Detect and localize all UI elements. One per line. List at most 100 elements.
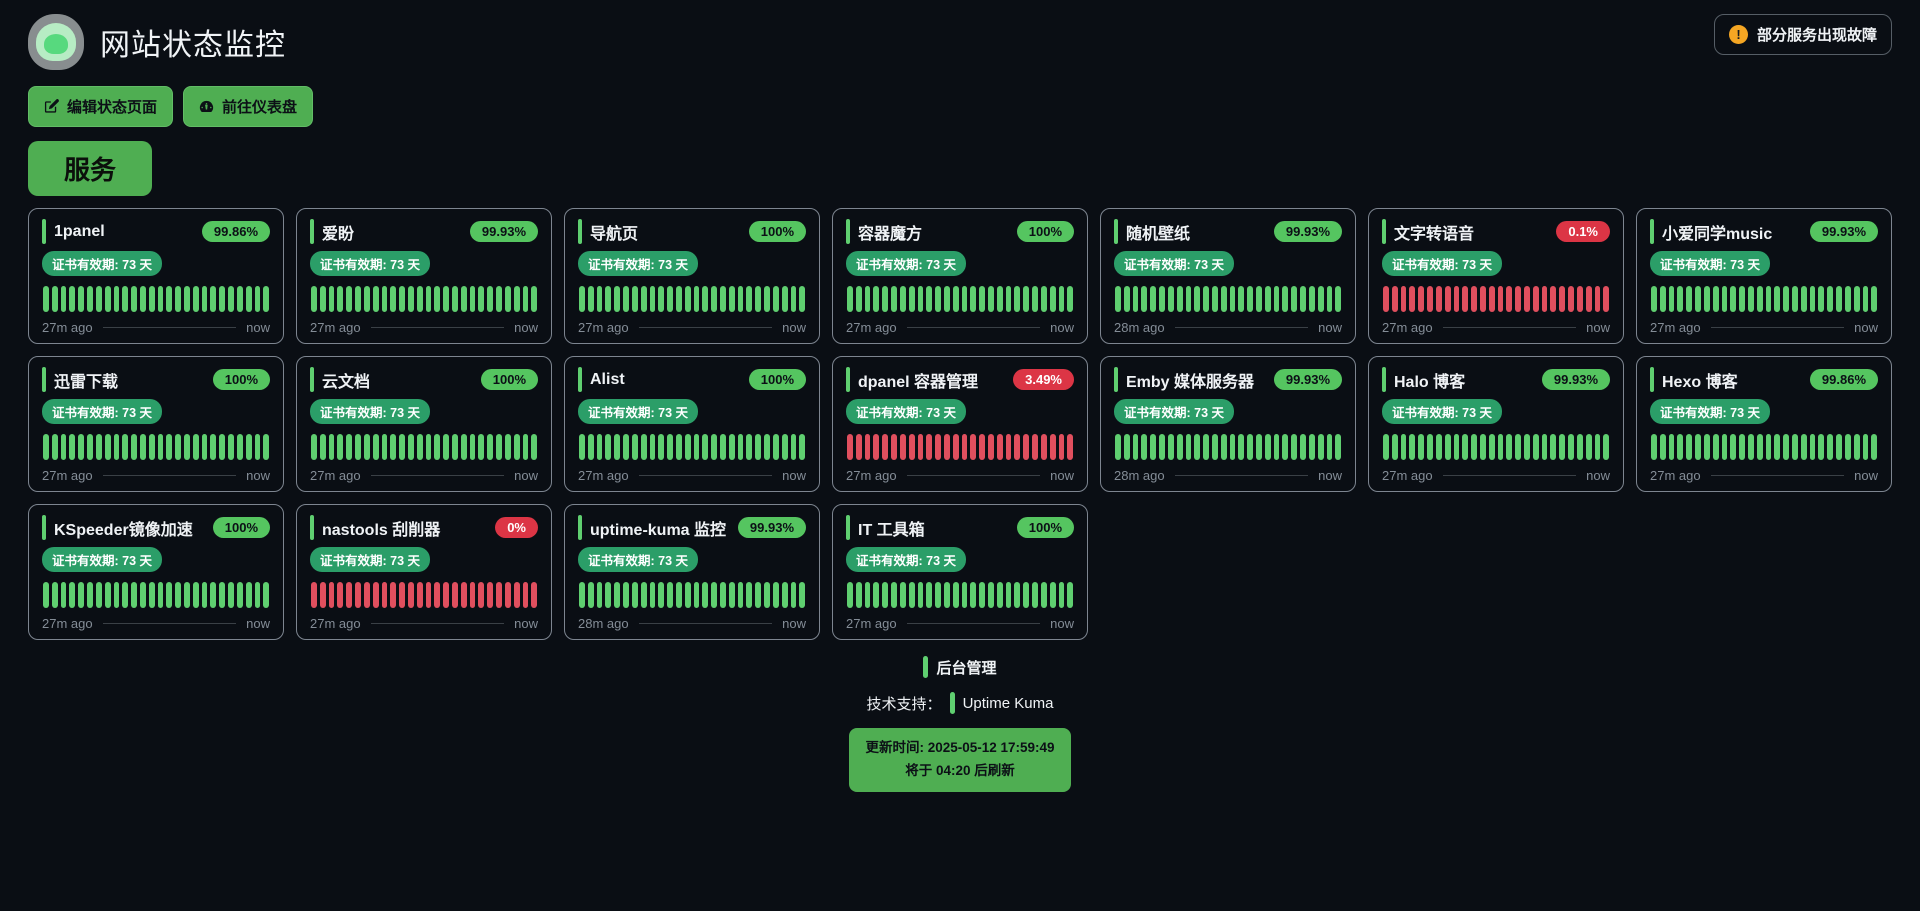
service-name: Hexo 博客 xyxy=(1662,373,1738,391)
powered-by: 技术支持： Uptime Kuma xyxy=(867,692,1054,714)
time-now-label: now xyxy=(1050,468,1074,483)
service-status-bar-icon xyxy=(42,219,46,244)
footer-divider xyxy=(638,623,773,624)
warning-icon: ! xyxy=(1728,25,1748,44)
service-status-bar-icon xyxy=(1114,219,1118,244)
uptime-badge: 99.93% xyxy=(1273,221,1342,242)
heartbeat-bar[interactable] xyxy=(311,434,538,460)
service-card: 迅雷下载 100% 证书有效期: 73 天 27m ago now xyxy=(28,356,284,492)
heartbeat-bar[interactable] xyxy=(311,286,538,312)
heartbeat-bar[interactable] xyxy=(579,286,806,312)
time-now-label: now xyxy=(514,320,538,335)
admin-backend-link[interactable]: 后台管理 xyxy=(923,656,997,678)
services-grid: 1panel 99.86% 证书有效期: 73 天 27m ago now 爱盼… xyxy=(28,208,1892,640)
time-ago-label: 27m ago xyxy=(578,320,629,335)
cert-expiry-badge: 证书有效期: 73 天 xyxy=(578,251,699,276)
time-now-label: now xyxy=(1050,616,1074,631)
service-status-bar-icon xyxy=(310,367,314,392)
service-name: dpanel 容器管理 xyxy=(858,373,979,391)
service-status-bar-icon xyxy=(1382,367,1386,392)
cert-expiry-badge: 证书有效期: 73 天 xyxy=(1114,251,1235,276)
edit-status-page-button[interactable]: 编辑状态页面 xyxy=(28,86,174,127)
brand: 网站状态监控 xyxy=(28,14,286,70)
service-card: Halo 博客 99.93% 证书有效期: 73 天 27m ago now xyxy=(1368,356,1624,492)
uptime-badge: 0.1% xyxy=(1556,221,1610,242)
service-card: 爱盼 99.93% 证书有效期: 73 天 27m ago now xyxy=(296,208,552,344)
time-ago-label: 27m ago xyxy=(1650,468,1701,483)
uptime-badge: 99.86% xyxy=(1809,369,1878,390)
go-to-dashboard-button[interactable]: 前往仪表盘 xyxy=(183,86,314,127)
heartbeat-bar[interactable] xyxy=(311,582,538,608)
cert-expiry-badge: 证书有效期: 73 天 xyxy=(1114,399,1235,424)
service-status-bar-icon xyxy=(42,367,46,392)
service-name: KSpeeder镜像加速 xyxy=(54,521,193,539)
time-ago-label: 27m ago xyxy=(1382,320,1433,335)
service-status-bar-icon xyxy=(1382,219,1386,244)
heartbeat-bar[interactable] xyxy=(847,582,1074,608)
service-name: Halo 博客 xyxy=(1394,373,1466,391)
uptime-badge: 100% xyxy=(212,369,270,390)
service-name: IT 工具箱 xyxy=(858,521,925,539)
heartbeat-bar[interactable] xyxy=(1115,286,1342,312)
heartbeat-bar[interactable] xyxy=(579,434,806,460)
cert-expiry-badge: 证书有效期: 73 天 xyxy=(310,399,431,424)
uptime-kuma-link[interactable]: Uptime Kuma xyxy=(962,694,1054,712)
time-now-label: now xyxy=(1854,468,1878,483)
refresh-info-box: 更新时间: 2025-05-12 17:59:49 将于 04:20 后刷新 xyxy=(849,728,1071,792)
service-name: 1panel xyxy=(54,222,105,240)
refresh-updated-time: 更新时间: 2025-05-12 17:59:49 xyxy=(865,740,1055,755)
overall-status-text: 部分服务出现故障 xyxy=(1756,27,1877,44)
time-ago-label: 27m ago xyxy=(1650,320,1701,335)
service-status-bar-icon xyxy=(846,515,850,540)
footer-divider xyxy=(102,475,237,476)
cert-expiry-badge: 证书有效期: 73 天 xyxy=(42,399,163,424)
uptime-badge: 99.93% xyxy=(469,221,538,242)
footer-divider xyxy=(1442,475,1577,476)
uptime-badge: 99.93% xyxy=(737,517,806,538)
service-card: 文字转语音 0.1% 证书有效期: 73 天 27m ago now xyxy=(1368,208,1624,344)
heartbeat-bar[interactable] xyxy=(43,434,270,460)
heartbeat-bar[interactable] xyxy=(847,286,1074,312)
service-card: Hexo 博客 99.86% 证书有效期: 73 天 27m ago now xyxy=(1636,356,1892,492)
group-title-services: 服务 xyxy=(28,141,153,196)
footer-divider xyxy=(102,623,237,624)
heartbeat-bar[interactable] xyxy=(579,582,806,608)
service-card: 导航页 100% 证书有效期: 73 天 27m ago now xyxy=(564,208,820,344)
uptime-kuma-logo-icon xyxy=(28,14,84,70)
time-now-label: now xyxy=(1586,468,1610,483)
footer-divider xyxy=(906,623,1041,624)
service-card: IT 工具箱 100% 证书有效期: 73 天 27m ago now xyxy=(832,504,1088,640)
uptime-badge: 100% xyxy=(748,369,806,390)
go-to-dashboard-label: 前往仪表盘 xyxy=(222,99,298,116)
footer-divider xyxy=(906,475,1041,476)
service-card: 云文档 100% 证书有效期: 73 天 27m ago now xyxy=(296,356,552,492)
uptime-badge: 0% xyxy=(495,517,538,538)
heartbeat-bar[interactable] xyxy=(1115,434,1342,460)
heartbeat-bar[interactable] xyxy=(43,286,270,312)
cert-expiry-badge: 证书有效期: 73 天 xyxy=(310,547,431,572)
uptime-badge: 100% xyxy=(1016,221,1074,242)
heartbeat-bar[interactable] xyxy=(1651,286,1878,312)
cert-expiry-badge: 证书有效期: 73 天 xyxy=(1650,251,1771,276)
time-ago-label: 28m ago xyxy=(1114,320,1165,335)
heartbeat-bar[interactable] xyxy=(1651,434,1878,460)
heartbeat-bar[interactable] xyxy=(43,582,270,608)
heartbeat-bar[interactable] xyxy=(1383,434,1610,460)
service-status-bar-icon xyxy=(578,367,582,392)
footer-divider xyxy=(638,475,773,476)
heartbeat-bar[interactable] xyxy=(1383,286,1610,312)
green-bar-icon xyxy=(923,656,929,678)
uptime-badge: 100% xyxy=(212,517,270,538)
service-card: nastools 刮削器 0% 证书有效期: 73 天 27m ago now xyxy=(296,504,552,640)
cert-expiry-badge: 证书有效期: 73 天 xyxy=(846,251,967,276)
heartbeat-bar[interactable] xyxy=(847,434,1074,460)
time-now-label: now xyxy=(514,468,538,483)
time-now-label: now xyxy=(246,616,270,631)
overall-status-badge: ! 部分服务出现故障 xyxy=(1713,14,1892,55)
time-ago-label: 27m ago xyxy=(310,616,361,631)
page-title: 网站状态监控 xyxy=(100,29,286,62)
footer-divider xyxy=(370,327,505,328)
time-now-label: now xyxy=(246,468,270,483)
service-status-bar-icon xyxy=(846,219,850,244)
